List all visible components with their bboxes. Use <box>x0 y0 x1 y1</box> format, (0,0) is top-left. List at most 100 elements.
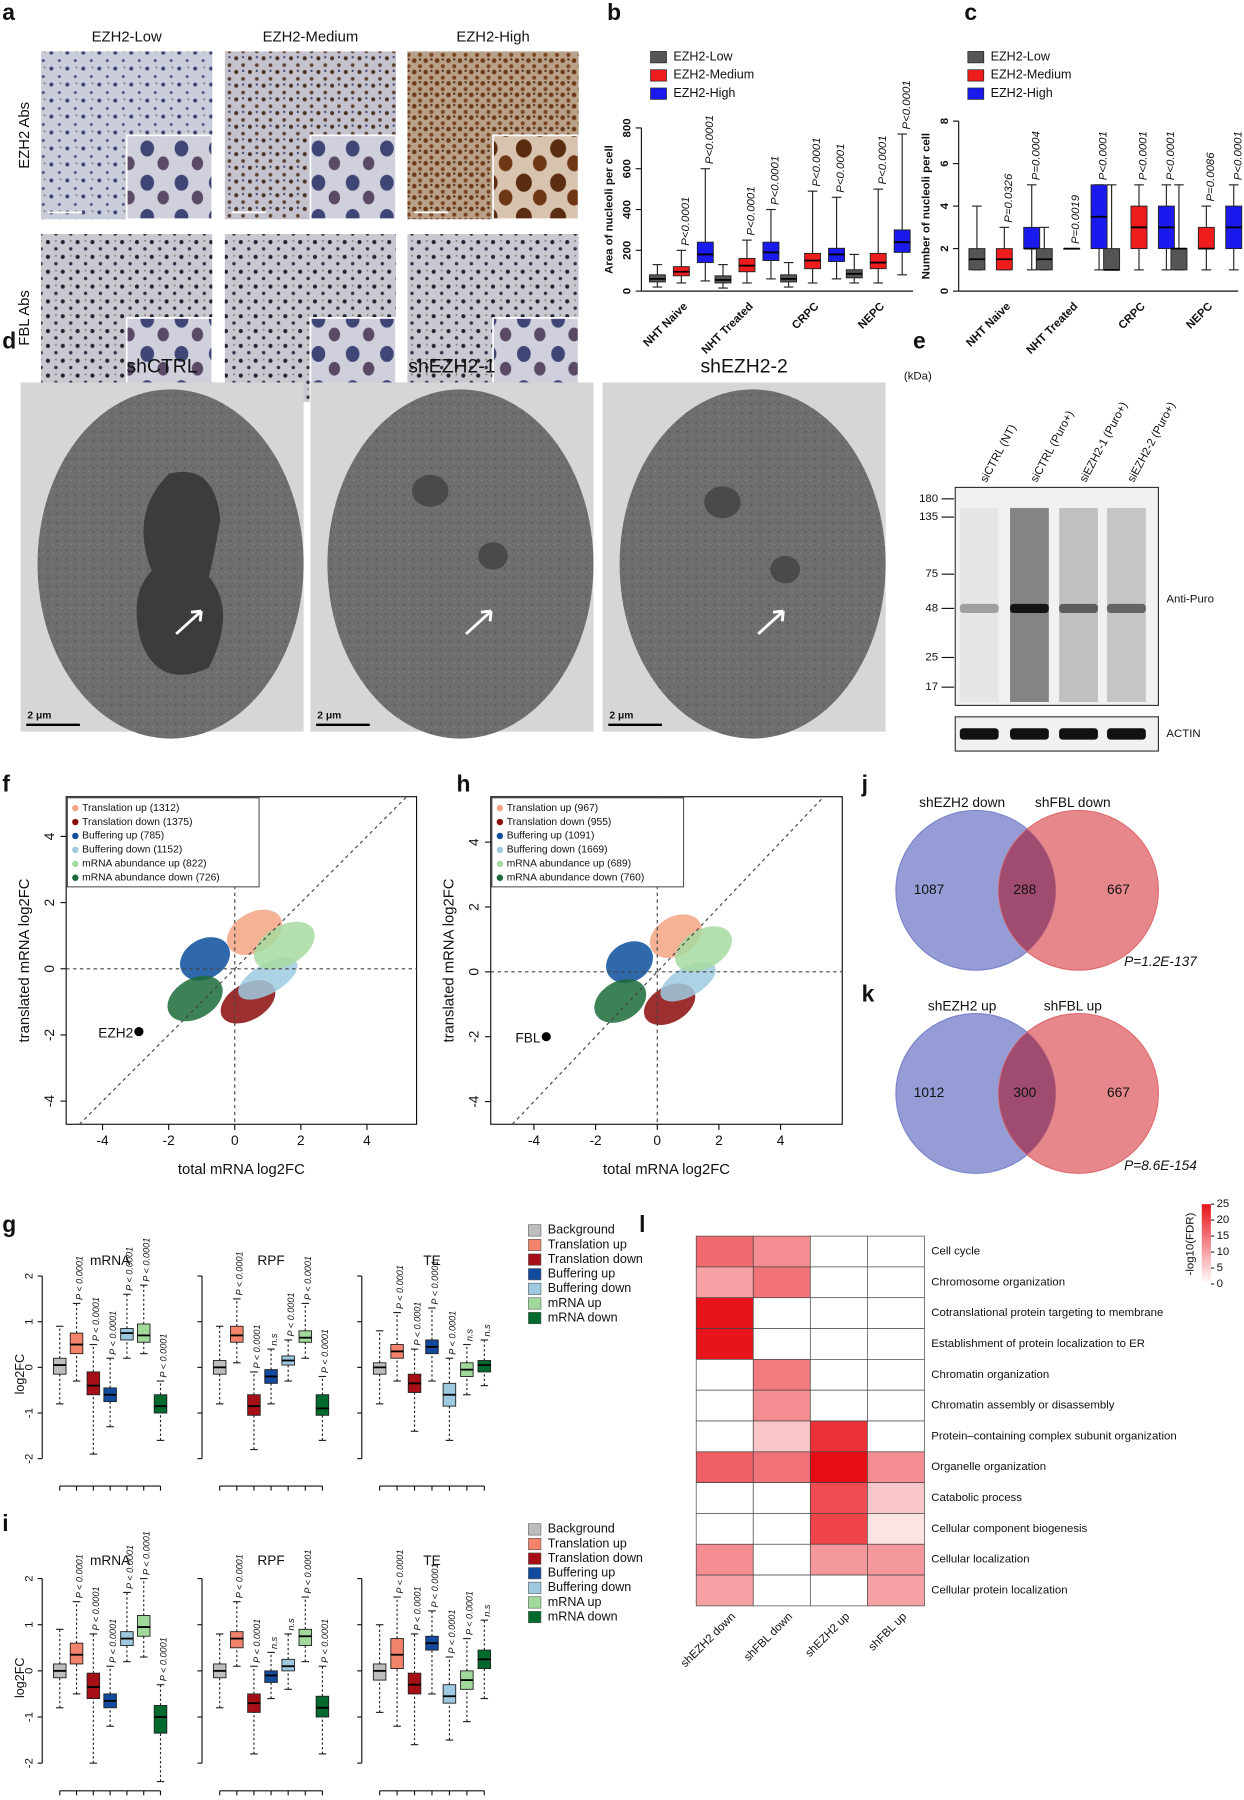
em-nucleolus <box>412 474 449 507</box>
box <box>372 1663 387 1681</box>
p-value: P < 0.0001 <box>158 1637 168 1681</box>
heat-cell <box>695 1451 754 1483</box>
legend-swatch <box>528 1581 542 1594</box>
region-count: 1087 <box>914 882 944 897</box>
x-tick-label: 4 <box>777 1133 785 1148</box>
legend-label: EZH2-Low <box>991 49 1051 63</box>
p-value: P < 0.0001 <box>125 1247 135 1291</box>
p-value: P=8.6E-154 <box>1124 1158 1197 1173</box>
legend-label: Background <box>548 1223 615 1237</box>
p-value: P < 0.0001 <box>447 1610 457 1654</box>
point-cloud <box>180 937 230 981</box>
legend-swatch <box>528 1224 542 1237</box>
marker-label: 48 <box>925 602 938 614</box>
lane-label: siCTRL (NT) <box>979 423 1020 485</box>
set-label: shFBL down <box>1035 795 1111 810</box>
y-axis-title: Area of nucleoli per cell <box>603 145 615 274</box>
y-axis-title: Number of nucleoli per cell <box>921 133 933 279</box>
box <box>230 1631 244 1649</box>
panel-letter: h <box>457 770 471 796</box>
ihc-inset <box>309 134 397 221</box>
p-value: P < 0.0001 <box>430 1261 440 1305</box>
legend-box <box>491 797 685 888</box>
legend-swatch <box>650 51 667 64</box>
legend-swatch <box>528 1297 542 1310</box>
box <box>247 1394 261 1416</box>
heat-cell <box>809 1235 868 1268</box>
blot-smear <box>959 507 999 702</box>
legend-label: Buffering down <box>548 1281 631 1295</box>
legend-marker <box>496 832 504 840</box>
legend-label: EZH2-Medium <box>673 68 754 82</box>
p-value: P<0.0001 <box>811 137 823 186</box>
y-axis-title: translated mRNA log2FC <box>17 878 33 1042</box>
legend-label: EZH2-Medium <box>991 68 1072 82</box>
em-nucleolus <box>478 542 508 570</box>
scale-bar-label: 2 μm <box>317 710 341 721</box>
y-tick-label: 1 <box>24 1622 36 1628</box>
x-tick-label: 0 <box>231 1133 239 1148</box>
panel-letter: k <box>862 980 875 1006</box>
p-value: P=0.0086 <box>1205 152 1217 202</box>
y-tick-label: 2 <box>24 1273 36 1279</box>
box <box>315 1695 330 1718</box>
heat-cell <box>695 1328 754 1360</box>
colorbar-tick-label: 5 <box>1217 1262 1223 1274</box>
y-axis-title: log2FC <box>13 1658 27 1698</box>
legend-swatch <box>528 1268 542 1281</box>
legend-swatch <box>528 1596 542 1609</box>
heat-cell <box>867 1574 925 1607</box>
y-tick-label: 200 <box>622 241 634 260</box>
p-value: P<0.0001 <box>770 156 782 205</box>
venn-overlap <box>998 1032 1056 1155</box>
heat-cell <box>752 1482 811 1514</box>
x-axis-title: total mRNA log2FC <box>178 1162 305 1178</box>
highlight-label: FBL <box>515 1031 540 1046</box>
legend-swatch <box>528 1611 542 1624</box>
box <box>264 1670 278 1683</box>
legend-label: Buffering up (1091) <box>507 831 595 842</box>
p-value: P < 0.0001 <box>91 1586 101 1630</box>
heat-cell <box>867 1543 925 1576</box>
row-label: Chromatin organization <box>931 1369 1049 1381</box>
marker-label: 17 <box>925 681 938 693</box>
p-value: P < 0.0001 <box>412 1586 422 1630</box>
blot-band <box>1010 603 1049 613</box>
box <box>696 241 714 264</box>
box <box>1023 226 1041 250</box>
y-tick-label: -1 <box>24 1712 36 1722</box>
x-tick-label: -4 <box>528 1133 541 1148</box>
box <box>390 1638 404 1670</box>
p-value: P < 0.0001 <box>303 1550 313 1594</box>
em-arrow <box>465 609 493 635</box>
y-tick-label: 8 <box>939 118 951 124</box>
legend-label: mRNA down <box>548 1310 618 1324</box>
box <box>281 1658 295 1672</box>
legend-marker <box>496 860 504 868</box>
legend-label: Translation up <box>548 1237 627 1251</box>
box <box>869 252 887 270</box>
legend-label: mRNA abundance up (689) <box>507 859 631 870</box>
heat-cell <box>752 1297 811 1329</box>
y-tick-label: 400 <box>622 200 634 219</box>
legend-swatch <box>528 1538 542 1551</box>
y-axis-title: translated mRNA log2FC <box>442 878 458 1042</box>
heat-cell <box>867 1235 925 1268</box>
legend-swatch <box>650 87 667 100</box>
heat-cell <box>867 1389 925 1422</box>
p-value: P < 0.0001 <box>252 1619 262 1663</box>
p-value: P < 0.0001 <box>447 1311 457 1355</box>
em-arrow <box>175 609 203 635</box>
box <box>230 1325 244 1343</box>
p-value: P < 0.0001 <box>235 1251 245 1295</box>
y-tick-label: 0 <box>24 1668 36 1674</box>
panel-letter: l <box>639 1211 645 1237</box>
y-tick-label: -4 <box>466 1095 481 1108</box>
box <box>442 1684 457 1704</box>
heat-cell <box>867 1328 925 1360</box>
marker-label: 25 <box>925 651 938 663</box>
x-tick-label: NEPC <box>1184 301 1215 332</box>
diagonal <box>79 796 408 1125</box>
region-count: 300 <box>1013 1085 1036 1100</box>
scale-bar-label: 2 μm <box>609 710 633 721</box>
